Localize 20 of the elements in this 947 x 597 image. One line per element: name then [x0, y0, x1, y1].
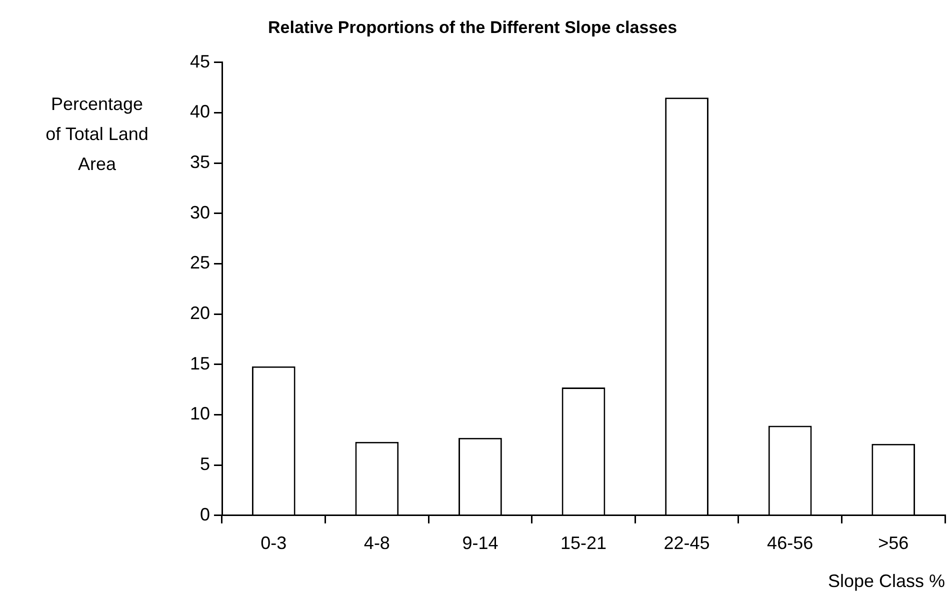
y-tick-label: 0 — [200, 504, 210, 524]
chart-title: Relative Proportions of the Different Slope classes — [268, 18, 678, 37]
y-tick-label: 10 — [190, 404, 210, 424]
y-axis-title: Percentage of Total Land Area — [46, 94, 148, 174]
x-axis-title: Slope Class % — [828, 570, 945, 591]
y-tick-label: 5 — [200, 454, 210, 474]
y-tick-label: 45 — [190, 51, 210, 72]
y-tick-label: 40 — [190, 102, 210, 122]
x-tick-label: 0-3 — [260, 533, 287, 554]
y-tick-label: 30 — [190, 202, 210, 222]
x-tick-label: >56 — [878, 533, 909, 554]
y-tick-label: 25 — [190, 252, 210, 273]
x-tick-label: 46-56 — [767, 533, 814, 554]
y-tick-label: 20 — [190, 303, 210, 324]
x-tick-label: 4-8 — [364, 533, 390, 554]
x-tick-label: 9-14 — [462, 533, 498, 554]
y-tick-label: 15 — [190, 353, 210, 374]
y-tick-label: 35 — [190, 152, 210, 172]
x-tick-label: 22-45 — [664, 533, 710, 554]
x-tick-label: 15-21 — [560, 533, 607, 554]
